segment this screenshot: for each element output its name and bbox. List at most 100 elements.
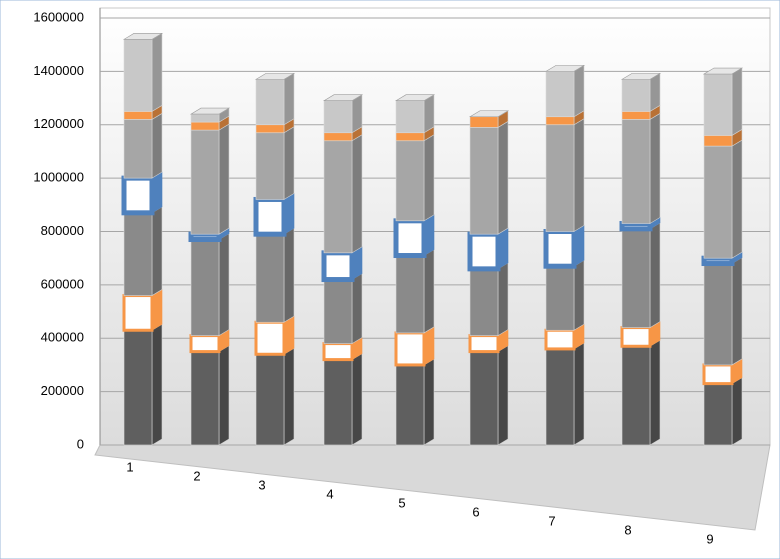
side-face xyxy=(151,206,163,297)
bar-segment xyxy=(619,220,653,232)
bar-segment xyxy=(467,231,501,272)
x-tick-label: 9 xyxy=(706,531,713,546)
side-face xyxy=(497,120,509,235)
bar-segment xyxy=(545,71,575,118)
bar-segment xyxy=(322,342,354,362)
side-face xyxy=(151,112,163,179)
side-face xyxy=(731,256,743,366)
bar-segment xyxy=(621,111,651,120)
bar-segment xyxy=(395,100,425,134)
bar-segment xyxy=(190,239,220,336)
x-tick-label: 7 xyxy=(548,513,555,528)
bar-segment xyxy=(255,79,285,126)
y-tick-label: 400000 xyxy=(41,330,84,345)
bar-segment xyxy=(123,212,153,296)
bar-segment xyxy=(190,129,220,235)
side-face xyxy=(283,227,295,323)
top-face xyxy=(468,110,510,118)
bar-segment xyxy=(703,145,733,259)
side-face xyxy=(573,342,585,446)
y-tick-label: 1400000 xyxy=(33,63,84,78)
side-face xyxy=(731,67,743,136)
bar-segment xyxy=(701,255,735,267)
side-face xyxy=(497,345,509,446)
bar-segment xyxy=(469,116,499,128)
x-tick-label: 8 xyxy=(624,522,631,537)
side-face xyxy=(573,64,585,118)
side-face xyxy=(218,123,230,235)
bar-segment xyxy=(189,334,221,354)
bar-segment xyxy=(321,250,355,283)
side-face xyxy=(423,94,435,134)
side-face xyxy=(283,72,295,126)
side-face xyxy=(649,72,661,112)
bar-segment xyxy=(323,140,353,254)
y-tick-label: 1600000 xyxy=(33,9,84,24)
side-face xyxy=(423,358,435,446)
bar-segment xyxy=(469,127,499,235)
side-face xyxy=(351,273,363,345)
x-tick-label: 6 xyxy=(472,504,479,519)
side-face xyxy=(423,134,435,222)
side-face xyxy=(497,262,509,337)
bar-segment xyxy=(469,351,499,446)
bar-segment xyxy=(394,331,426,367)
side-face xyxy=(151,323,163,446)
side-face xyxy=(649,222,661,329)
bar-segment xyxy=(323,132,353,142)
bar-segment xyxy=(545,124,575,232)
bar-segment xyxy=(255,124,285,134)
bar-segment xyxy=(703,73,733,136)
bar-segment xyxy=(621,228,651,328)
top-face xyxy=(189,107,231,115)
bar-segment xyxy=(190,113,220,123)
bar-segment xyxy=(122,294,154,332)
bar-segment xyxy=(543,229,577,269)
side-face xyxy=(573,259,585,331)
top-face xyxy=(254,73,296,80)
bar-segment xyxy=(395,132,425,142)
side-face xyxy=(283,347,295,446)
bar-segment xyxy=(395,364,425,446)
bar-segment xyxy=(123,39,153,112)
side-face xyxy=(731,139,743,259)
top-face xyxy=(122,33,164,40)
y-tick-label: 0 xyxy=(77,436,84,451)
bar-segment xyxy=(255,353,285,446)
bar-segment xyxy=(395,255,425,334)
bar-segment xyxy=(620,326,652,348)
bar-segment xyxy=(621,119,651,224)
bar-segment xyxy=(255,132,285,200)
bar-segment xyxy=(703,135,733,147)
side-face xyxy=(351,134,363,254)
y-tick-label: 1200000 xyxy=(33,116,84,131)
bar-segment xyxy=(703,383,733,446)
top-face xyxy=(702,67,744,75)
bar-segment xyxy=(621,345,651,446)
bar-segment xyxy=(395,140,425,222)
bar-segment xyxy=(255,233,285,323)
side-face xyxy=(573,118,585,233)
side-face xyxy=(151,32,163,112)
bar-segment xyxy=(123,119,153,179)
bar-segment xyxy=(190,121,220,131)
bar-segment xyxy=(621,79,651,112)
side-face xyxy=(283,126,295,201)
side-face xyxy=(218,232,230,337)
bar-segment xyxy=(545,265,575,331)
bar-segment xyxy=(323,359,353,446)
bar-segment xyxy=(254,320,286,356)
side-face xyxy=(423,248,435,334)
x-tick-label: 1 xyxy=(126,459,133,474)
bar-segment xyxy=(323,100,353,134)
bar-segment xyxy=(323,279,353,344)
top-face xyxy=(322,94,364,102)
bar-segment xyxy=(702,363,734,386)
x-tick-label: 5 xyxy=(398,495,405,510)
top-face xyxy=(620,73,662,80)
bar-segment xyxy=(468,334,500,354)
bar-segment xyxy=(703,263,733,366)
x-tick-label: 2 xyxy=(193,468,200,483)
bar-segment xyxy=(188,231,222,243)
